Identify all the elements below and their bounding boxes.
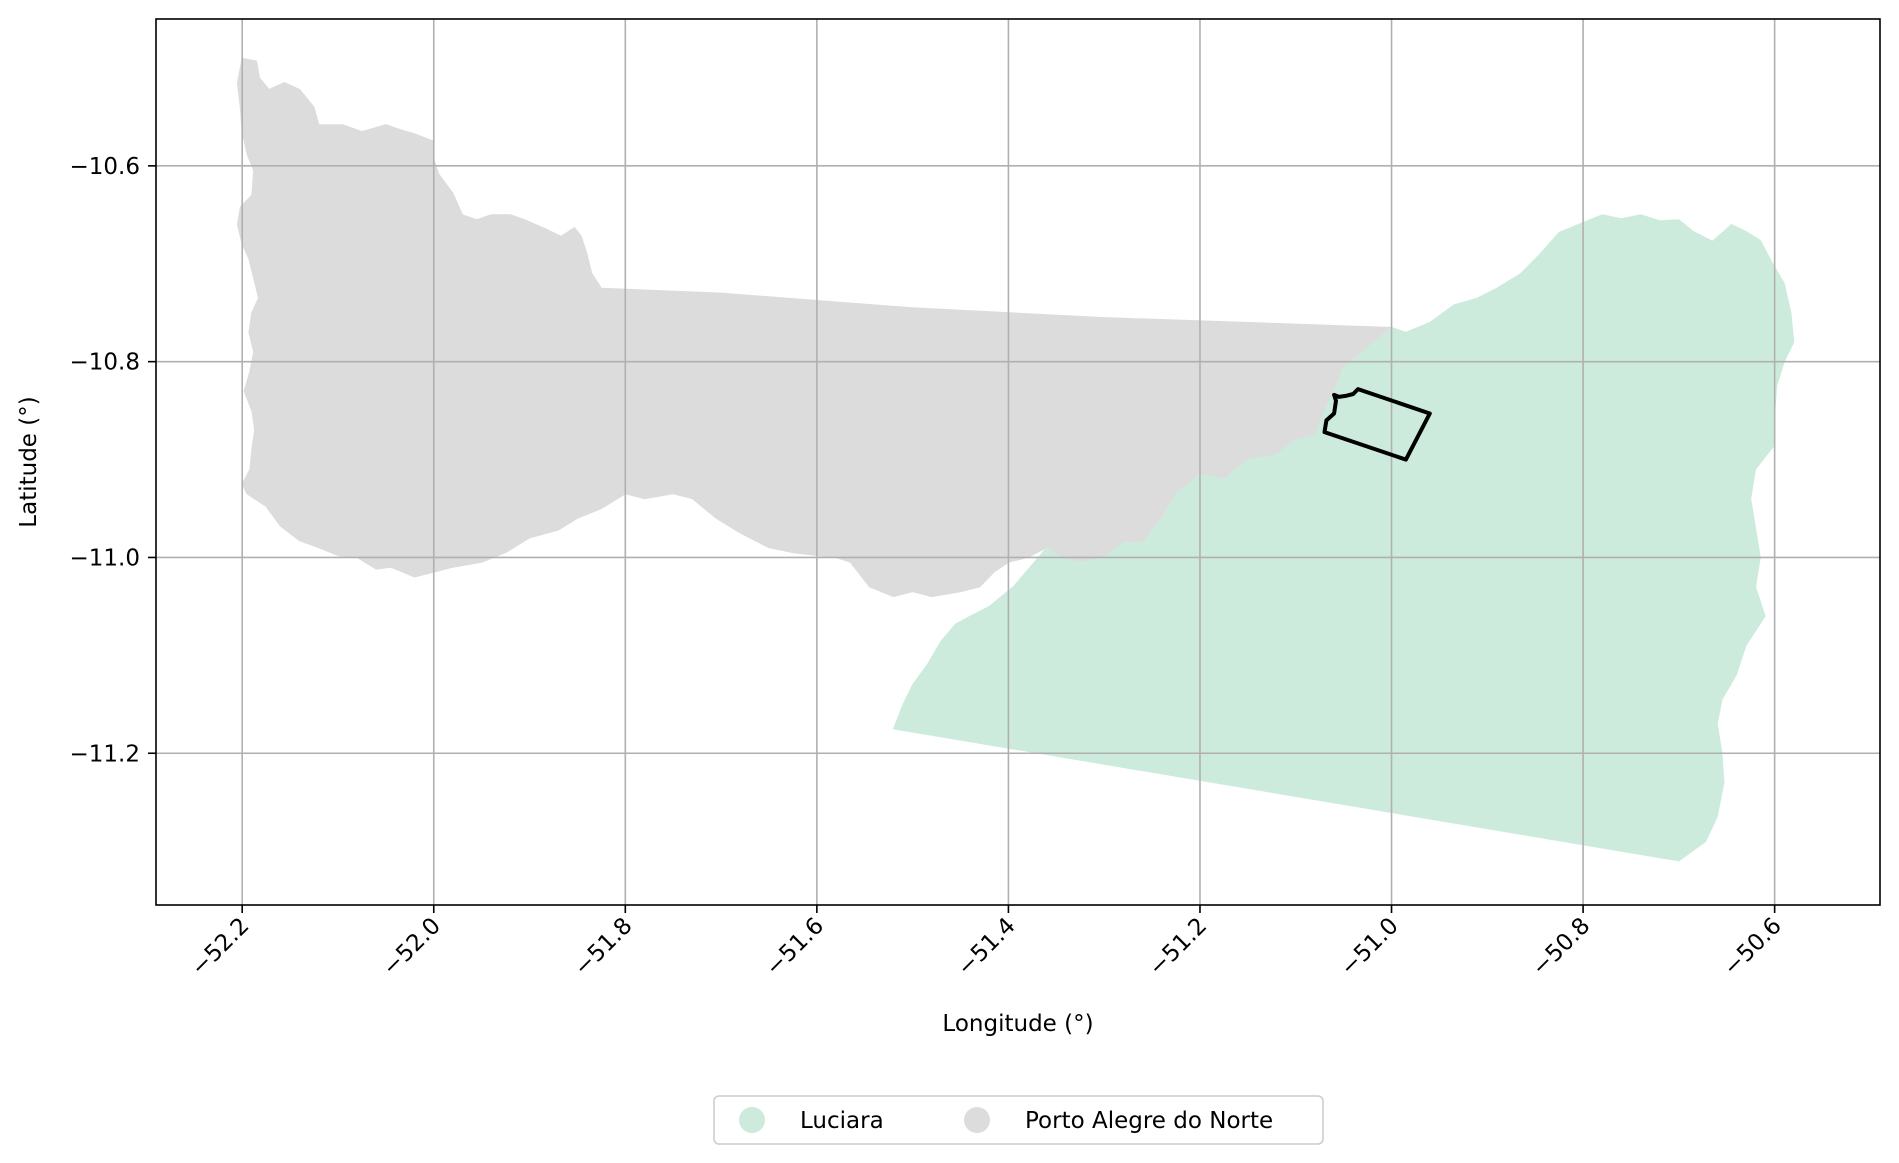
y-axis: −10.6 −10.8 −11.0 −11.2: [70, 154, 156, 767]
region-porto-alegre-do-norte: [236, 57, 1393, 598]
y-tick-label: −11.0: [70, 545, 140, 571]
legend-box: [713, 1095, 1324, 1145]
x-axis-label: Longitude (°): [942, 1011, 1093, 1037]
legend-marker-porto-alegre-do-norte: [964, 1107, 990, 1133]
region-luciara: [892, 214, 1795, 862]
plot-frame: [155, 18, 1881, 906]
highlight-polygon: [1322, 387, 1432, 462]
grid-layer: [156, 19, 1880, 905]
legend-label-porto-alegre-do-norte: Porto Alegre do Norte: [1025, 1108, 1273, 1134]
legend-label-luciara: Luciara: [800, 1108, 884, 1134]
legend: Luciara Porto Alegre do Norte: [713, 1095, 1324, 1145]
legend-marker-luciara: [739, 1107, 765, 1133]
regions-layer: [236, 57, 1795, 862]
y-tick-label: −10.8: [70, 350, 140, 376]
y-axis-label: Latitude (°): [16, 396, 42, 527]
y-tick-label: −11.2: [70, 741, 140, 767]
highlight-layer: [1322, 387, 1432, 462]
y-tick-label: −10.6: [70, 154, 140, 180]
